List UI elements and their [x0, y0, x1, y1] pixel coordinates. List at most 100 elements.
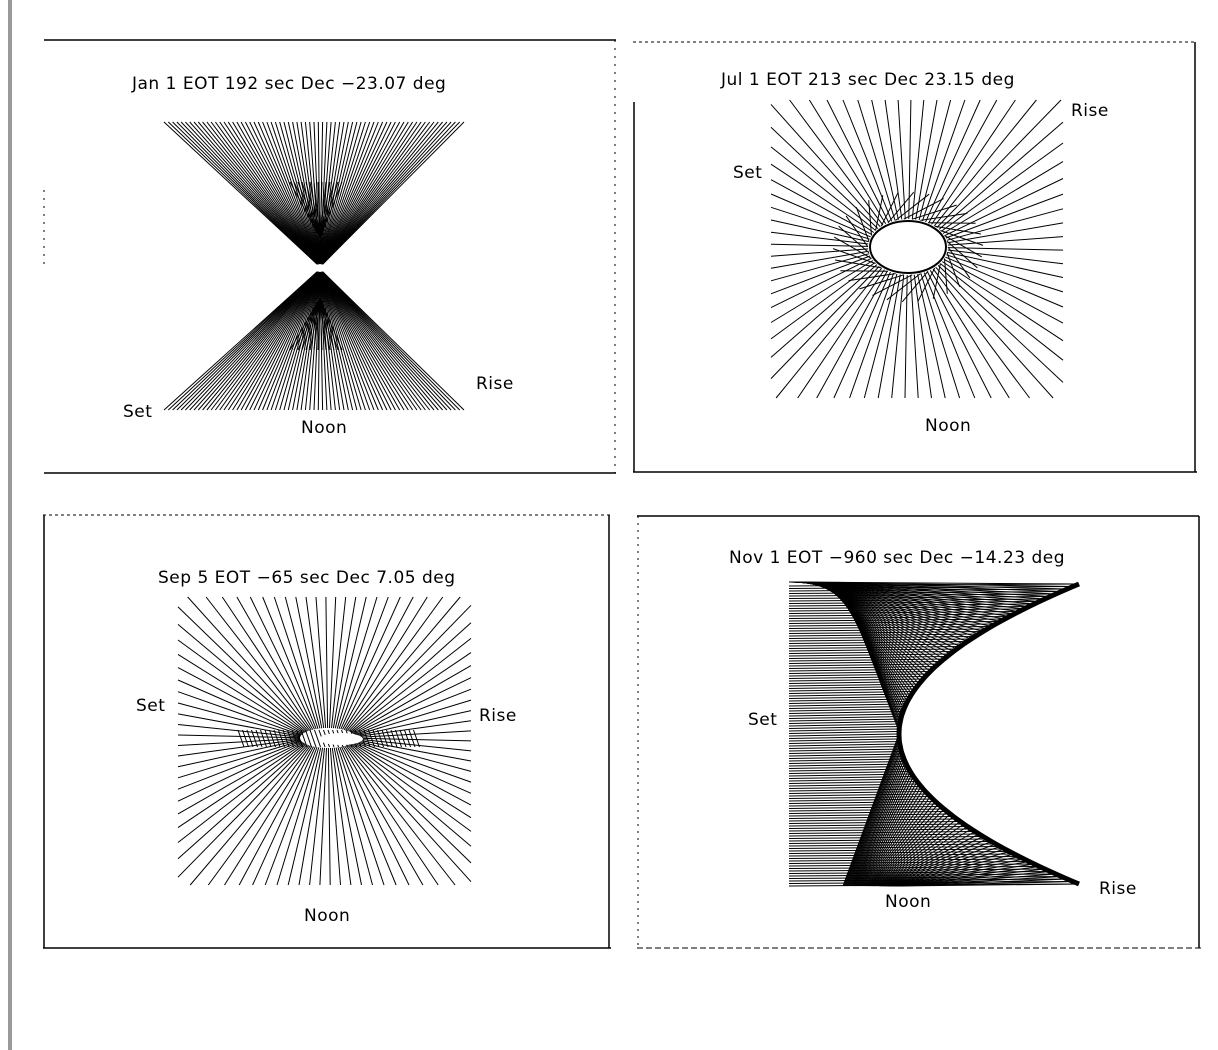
ray-line	[789, 732, 899, 734]
ray-line	[932, 100, 1016, 224]
ray-line	[789, 742, 899, 744]
ray-line	[771, 256, 870, 294]
ray-line	[789, 747, 900, 749]
ray-line	[346, 746, 455, 885]
panel-title: Sep 5 EOT −65 sec Dec 7.05 deg	[158, 568, 456, 588]
ray-line	[789, 779, 915, 781]
ray-line	[789, 737, 899, 739]
ray-line	[323, 272, 456, 410]
ray-line	[905, 275, 907, 398]
ray-line	[771, 180, 872, 235]
ray-line	[288, 748, 321, 885]
panel-title: Nov 1 EOT −960 sec Dec −14.23 deg	[729, 548, 1065, 568]
diagram-panel-jul1: Jul 1 EOT 213 sec Dec 23.15 deg Set Rise…	[633, 42, 1197, 474]
rise-label: Rise	[479, 706, 517, 726]
ray-line	[789, 722, 900, 724]
noon-label: Noon	[301, 418, 347, 438]
ray-line	[771, 104, 880, 226]
ray-line	[178, 607, 307, 732]
ray-line	[323, 122, 452, 264]
ray-line	[771, 251, 869, 268]
ray-line	[930, 270, 1009, 398]
ray-line	[789, 667, 935, 669]
ray-line	[771, 164, 874, 232]
ray-line	[299, 748, 323, 885]
diagram-panel-jan1: Jan 1 EOT 192 sec Dec −23.07 deg Set Ris…	[44, 40, 616, 475]
ray-line	[178, 744, 306, 859]
ray-line	[789, 734, 899, 736]
sun-ray-lines	[178, 597, 471, 885]
rise-label: Rise	[1071, 101, 1109, 121]
ray-line	[342, 747, 410, 885]
ray-line	[253, 747, 316, 885]
ray-line	[789, 752, 901, 754]
ray-line	[888, 192, 914, 223]
panel-title: Jan 1 EOT 192 sec Dec −23.07 deg	[132, 74, 446, 94]
ray-line	[789, 679, 923, 681]
panel-title: Jul 1 EOT 213 sec Dec 23.15 deg	[721, 70, 1015, 90]
ray-line	[909, 100, 911, 219]
ray-line	[789, 724, 900, 726]
ray-line	[789, 757, 903, 759]
ray-line	[164, 122, 317, 264]
ray-line	[789, 802, 935, 804]
ray-line	[178, 692, 301, 735]
ray-line	[274, 597, 318, 729]
sun-ray-lines	[789, 582, 1079, 886]
ray-line	[208, 746, 310, 885]
ray-line	[323, 272, 452, 410]
ray-line	[948, 237, 1063, 246]
ray-line	[789, 789, 923, 791]
center-hole	[870, 221, 946, 273]
ray-line	[228, 122, 318, 264]
ray-line	[310, 748, 325, 885]
ray-line	[258, 272, 319, 410]
ray-line	[789, 712, 903, 714]
ray-line	[789, 812, 947, 814]
rise-label: Rise	[476, 374, 514, 394]
ray-line	[789, 709, 904, 711]
ray-line	[322, 272, 413, 410]
ray-line	[338, 747, 384, 885]
ray-line	[937, 100, 1061, 228]
ray-line	[333, 597, 355, 728]
noon-label: Noon	[304, 906, 350, 926]
ray-line	[809, 100, 885, 224]
ray-line	[355, 741, 471, 782]
ray-line	[254, 272, 319, 410]
ray-line	[859, 275, 903, 289]
ray-line	[789, 717, 901, 719]
diagram-panel-nov1: Nov 1 EOT −960 sec Dec −14.23 deg Set Ri…	[637, 516, 1201, 950]
ray-line	[220, 122, 318, 264]
panel-frame	[633, 42, 1197, 474]
ray-line	[945, 179, 1063, 236]
ray-line	[843, 100, 892, 221]
diagram-panel-sep5: Sep 5 EOT −65 sec Dec 7.05 deg Set Rise …	[43, 515, 611, 950]
ray-line	[320, 748, 327, 885]
ray-line	[922, 100, 965, 221]
noon-label: Noon	[925, 416, 971, 436]
ray-line	[207, 122, 318, 264]
noon-label: Noon	[885, 892, 931, 912]
ray-line	[190, 122, 318, 264]
ray-line	[789, 707, 905, 709]
ray-line	[939, 122, 1063, 229]
ray-line	[330, 597, 336, 728]
ray-line	[343, 597, 414, 729]
ray-line	[220, 272, 318, 410]
ray-line	[771, 254, 869, 281]
ray-line	[872, 100, 899, 220]
ray-line	[323, 122, 456, 264]
ray-line	[789, 787, 921, 789]
set-label: Set	[123, 402, 152, 422]
set-label: Set	[733, 163, 762, 183]
ray-line	[789, 739, 899, 741]
ray-line	[789, 797, 930, 799]
ray-line	[178, 745, 308, 877]
ray-line	[938, 265, 1063, 382]
ray-line	[345, 746, 438, 885]
ray-line	[771, 244, 868, 246]
ray-line	[892, 275, 904, 398]
ray-line	[771, 127, 878, 228]
ray-line	[789, 714, 902, 716]
